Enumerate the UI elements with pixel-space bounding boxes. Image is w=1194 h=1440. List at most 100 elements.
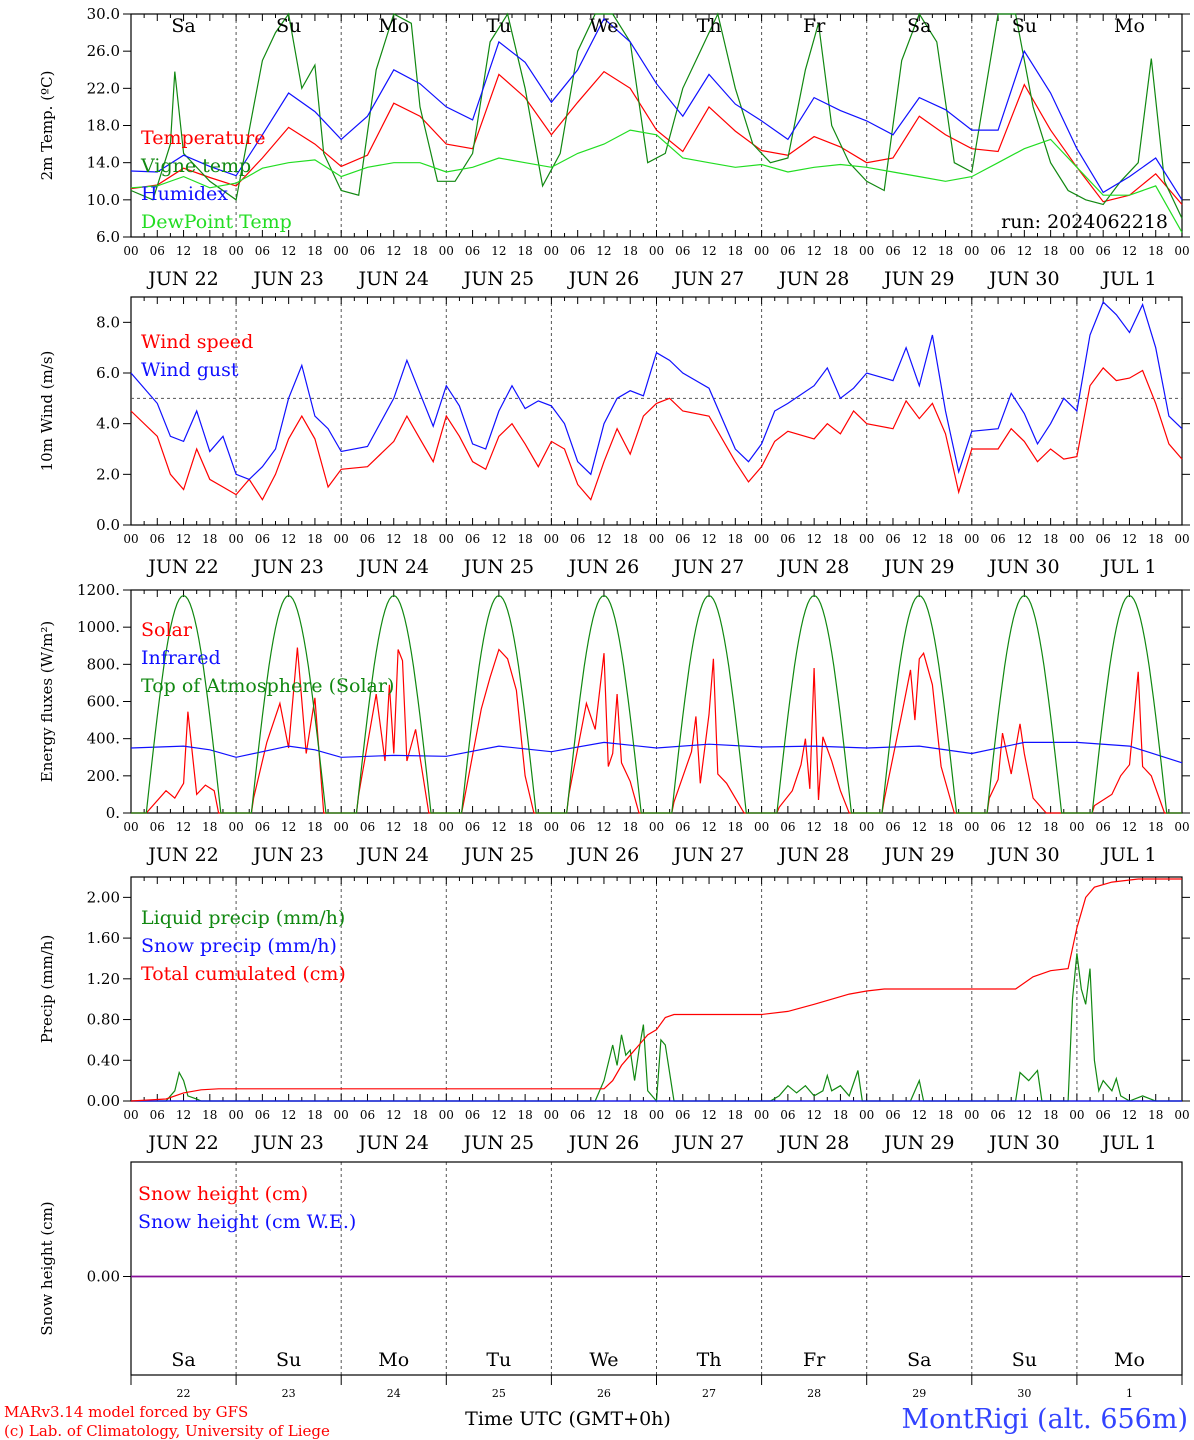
- hour-label: 00: [964, 532, 979, 546]
- panel-frame: [130, 13, 1183, 238]
- hour-label: 12: [176, 1108, 191, 1122]
- y-axis-label: Energy fluxes (W/m²): [38, 621, 56, 782]
- hour-label: 12: [596, 532, 611, 546]
- weekday-label: Mo: [1114, 15, 1145, 37]
- hour-label: 00: [1174, 820, 1189, 834]
- date-label: JUN 25: [462, 844, 534, 866]
- hour-label: 18: [623, 820, 638, 834]
- weekday-label: Su: [1012, 1349, 1037, 1371]
- hour-label: 00: [544, 820, 559, 834]
- hour-label: 18: [412, 820, 427, 834]
- y-tick-label: 1.60: [87, 929, 120, 947]
- weekday-label: Sa: [907, 1349, 931, 1371]
- hour-label: 00: [123, 244, 138, 258]
- series-total-cumulated-cm: [130, 878, 1182, 1102]
- hour-label: 06: [675, 1108, 690, 1122]
- hour-label: 00: [334, 532, 349, 546]
- hour-label: 12: [491, 244, 506, 258]
- y-tick-label: 800.: [87, 655, 120, 673]
- hour-label: 12: [1122, 820, 1137, 834]
- hour-label: 18: [1148, 1108, 1163, 1122]
- date-number: 22: [177, 1387, 191, 1400]
- series-vigne-temp: [130, 12, 1183, 219]
- legend-entry: Snow height (cm W.E.): [138, 1211, 356, 1233]
- hour-label: 00: [859, 820, 874, 834]
- hour-label: 12: [491, 820, 506, 834]
- hour-label: 00: [439, 1108, 454, 1122]
- series-wind-speed: [130, 366, 1183, 501]
- hour-label: 12: [912, 820, 927, 834]
- legend-entry: Wind speed: [141, 331, 253, 353]
- hour-label: 18: [412, 244, 427, 258]
- hour-label: 06: [255, 1108, 270, 1122]
- hour-label: 18: [1043, 1108, 1058, 1122]
- weekday-label: Tu: [486, 1349, 511, 1371]
- hour-label: 00: [544, 1108, 559, 1122]
- y-axis-label: Precip (mm/h): [38, 935, 56, 1044]
- hour-label: 00: [1174, 244, 1189, 258]
- series-humidex: [130, 17, 1183, 201]
- weekday-label: We: [589, 15, 618, 37]
- hour-label: 18: [833, 820, 848, 834]
- y-tick-label: 0.00: [87, 1092, 120, 1110]
- legend-entry: Humidex: [141, 183, 228, 205]
- hour-label: 12: [281, 532, 296, 546]
- date-number: 1: [1126, 1387, 1133, 1400]
- hour-label: 06: [675, 532, 690, 546]
- date-number: 26: [597, 1387, 611, 1400]
- y-tick-label: 18.0: [87, 117, 120, 135]
- legend-entry: Snow precip (mm/h): [141, 935, 337, 957]
- y-tick-label: 6.0: [96, 228, 120, 246]
- y-tick-label: 22.0: [87, 79, 120, 97]
- hour-label: 00: [1174, 1108, 1189, 1122]
- weekday-label: Sa: [907, 15, 931, 37]
- hour-label: 18: [307, 244, 322, 258]
- hour-label: 06: [465, 1108, 480, 1122]
- weekday-label: Su: [276, 1349, 301, 1371]
- hour-label: 00: [754, 1108, 769, 1122]
- hour-label: 18: [202, 820, 217, 834]
- hour-label: 00: [859, 244, 874, 258]
- hour-label: 12: [491, 1108, 506, 1122]
- hour-label: 18: [307, 1108, 322, 1122]
- date-label: JUN 23: [251, 268, 323, 290]
- hour-label: 06: [780, 1108, 795, 1122]
- hour-label: 18: [1043, 244, 1058, 258]
- hour-label: 00: [123, 820, 138, 834]
- hour-label: 12: [701, 820, 716, 834]
- legend-entry: Total cumulated (cm): [141, 963, 346, 985]
- date-label: JUN 30: [987, 844, 1059, 866]
- weekday-label: We: [589, 1349, 618, 1371]
- date-label: JUN 30: [987, 268, 1059, 290]
- y-tick-label: 6.0: [96, 364, 120, 382]
- legend-entry: Wind gust: [141, 359, 239, 381]
- date-label: JUN 27: [672, 556, 744, 578]
- hour-label: 18: [517, 1108, 532, 1122]
- y-tick-label: 0.00: [87, 1268, 120, 1286]
- hour-label: 00: [649, 532, 664, 546]
- hour-label: 06: [570, 532, 585, 546]
- hour-label: 18: [1148, 244, 1163, 258]
- hour-label: 12: [176, 820, 191, 834]
- hour-label: 18: [938, 532, 953, 546]
- date-label: JUN 27: [672, 268, 744, 290]
- hour-label: 12: [701, 532, 716, 546]
- weekday-label: Sa: [171, 1349, 195, 1371]
- hour-label: 06: [360, 244, 375, 258]
- hour-label: 12: [1122, 532, 1137, 546]
- y-tick-label: 2.00: [87, 888, 120, 906]
- hour-label: 12: [596, 244, 611, 258]
- hour-label: 18: [1148, 820, 1163, 834]
- hour-label: 18: [202, 244, 217, 258]
- weekday-label: Mo: [378, 15, 409, 37]
- series-wind-gust: [130, 301, 1183, 481]
- hour-label: 12: [386, 1108, 401, 1122]
- date-label: JUL 1: [1100, 1132, 1156, 1154]
- hour-label: 12: [1122, 1108, 1137, 1122]
- hour-label: 06: [360, 820, 375, 834]
- hour-label: 00: [334, 1108, 349, 1122]
- weekday-label: Tu: [486, 15, 511, 37]
- date-label: JUN 29: [882, 844, 954, 866]
- date-label: JUN 24: [357, 556, 429, 578]
- hour-label: 18: [202, 532, 217, 546]
